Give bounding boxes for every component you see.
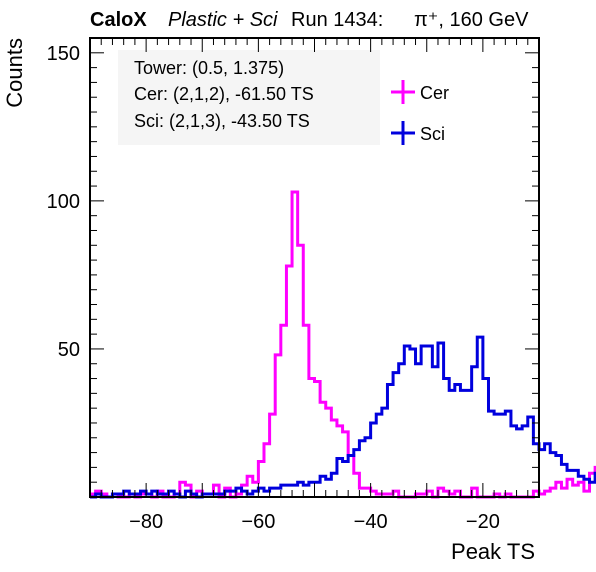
info-line-cer: Cer: (2,1,2), -61.50 TS	[134, 84, 314, 104]
x-axis-title: Peak TS	[451, 539, 535, 564]
series-sci-line	[90, 335, 596, 499]
legend: Cer Sci	[391, 80, 449, 145]
y-tick-label: 100	[47, 191, 80, 213]
run-label: Run 1434:	[291, 9, 383, 31]
detector-label: Plastic + Sci	[168, 9, 278, 31]
legend-label-sci: Sci	[420, 124, 445, 144]
legend-marker-sci	[391, 121, 415, 145]
x-tick-label: −80	[129, 511, 163, 533]
info-box	[118, 50, 380, 145]
series-cer-line	[90, 190, 596, 499]
series-layer	[90, 190, 596, 499]
y-tick-label: 150	[47, 43, 80, 65]
x-axis: −80 −60 −40 −20	[89, 38, 540, 533]
info-line-sci: Sci: (2,1,3), -43.50 TS	[134, 111, 310, 131]
y-axis-title: Counts	[2, 38, 27, 108]
legend-label-cer: Cer	[420, 83, 449, 103]
x-tick-label: −20	[466, 511, 500, 533]
info-line-tower: Tower: (0.5, 1.375)	[134, 58, 284, 78]
particle-label: π⁺, 160 GeV	[414, 9, 529, 31]
y-axis: 50 100 150	[47, 37, 539, 498]
y-tick-label: 50	[58, 339, 80, 361]
x-tick-label: −60	[241, 511, 275, 533]
legend-marker-cer	[391, 80, 415, 104]
experiment-label: CaloX	[90, 9, 147, 31]
x-tick-label: −40	[354, 511, 388, 533]
